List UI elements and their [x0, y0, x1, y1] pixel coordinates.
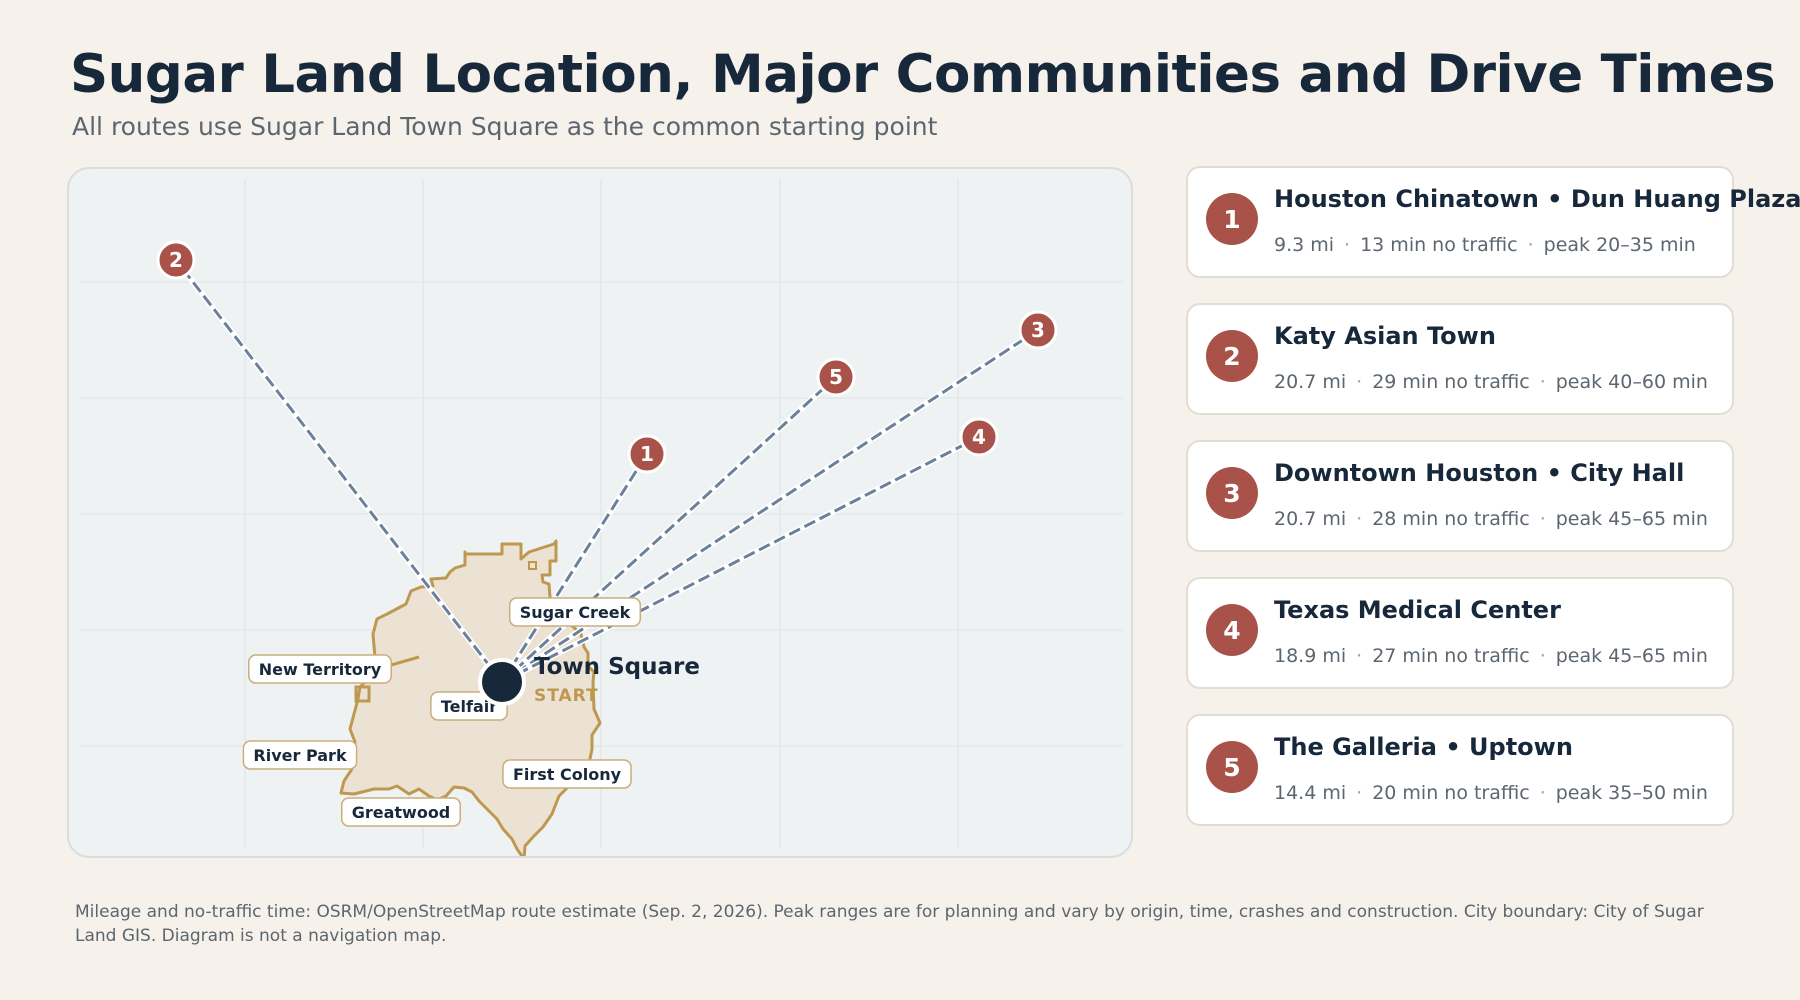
stat-separator: · [1539, 782, 1546, 804]
svg-text:4: 4 [972, 425, 986, 449]
neighborhood-label-box [340, 797, 462, 827]
neighborhood-label-box [508, 597, 642, 627]
neighborhood-greatwood: Greatwood [340, 797, 462, 827]
destination-stats: 18.9 mi · 27 min no traffic · peak 45–65 min [1274, 645, 1708, 667]
distance: 14.4 mi [1274, 782, 1347, 804]
stat-separator: · [1527, 234, 1534, 256]
no-traffic-time: 29 min no traffic [1372, 371, 1530, 393]
route-line-5 [500, 375, 838, 684]
page-title: Sugar Land Location, Major Communities a… [70, 44, 1776, 105]
peak-time: peak 45–65 min [1555, 645, 1708, 667]
destination-card-1[interactable]: 1 Houston Chinatown • Dun Huang Plaza 9.… [1186, 166, 1800, 278]
map-grid [81, 179, 1123, 849]
stat-separator: · [1356, 782, 1363, 804]
destination-card-5[interactable]: 5 The Galleria • Uptown 14.4 mi · 20 min n… [1186, 714, 1734, 826]
stat-separator: · [1539, 645, 1546, 667]
distance: 9.3 mi [1274, 234, 1335, 256]
destination-number-badge: 5 [1206, 741, 1258, 793]
neighborhood-first-colony: First Colony [502, 759, 632, 789]
svg-text:Greatwood: Greatwood [352, 803, 451, 822]
svg-text:1: 1 [640, 442, 654, 466]
destination-marker-5[interactable]: 5 [816, 357, 856, 397]
map-canvas[interactable]: Sugar Creek New Territory Telfair River … [69, 169, 1133, 858]
neighborhood-label-box [242, 740, 358, 770]
destination-name: Houston Chinatown • Dun Huang Plaza [1274, 185, 1800, 213]
stat-separator: · [1539, 371, 1546, 393]
destination-card-2[interactable]: 2 Katy Asian Town 20.7 mi · 29 min no traf… [1186, 303, 1734, 415]
destination-stats: 14.4 mi · 20 min no traffic · peak 35–50 min [1274, 782, 1708, 804]
destination-number-badge: 4 [1206, 604, 1258, 656]
page-subtitle: All routes use Sugar Land Town Square as… [72, 112, 938, 141]
svg-text:Telfair: Telfair [441, 697, 497, 716]
no-traffic-time: 27 min no traffic [1372, 645, 1530, 667]
map-panel[interactable]: Sugar Creek New Territory Telfair River … [67, 167, 1133, 858]
stat-separator: · [1344, 234, 1351, 256]
svg-text:2: 2 [169, 248, 183, 272]
peak-time: peak 35–50 min [1555, 782, 1708, 804]
neighborhood-sugar-creek: Sugar Creek [508, 597, 642, 627]
destination-name: The Galleria • Uptown [1274, 733, 1573, 761]
distance: 20.7 mi [1274, 371, 1347, 393]
route-line-1 [500, 453, 649, 683]
no-traffic-time: 13 min no traffic [1360, 234, 1518, 256]
destination-marker-1[interactable]: 1 [627, 434, 667, 474]
stat-separator: · [1356, 645, 1363, 667]
start-marker[interactable] [478, 658, 526, 706]
stat-separator: · [1539, 508, 1546, 530]
destination-name: Downtown Houston • City Hall [1274, 459, 1685, 487]
boundary-enclave [528, 561, 537, 570]
start-sublabel: START [534, 686, 599, 706]
destination-number-badge: 2 [1206, 330, 1258, 382]
neighborhood-new-territory: New Territory [248, 654, 392, 684]
peak-time: peak 40–60 min [1555, 371, 1708, 393]
stat-separator: · [1356, 371, 1363, 393]
svg-text:5: 5 [829, 365, 843, 389]
destination-number-badge: 3 [1206, 467, 1258, 519]
stat-separator: · [1356, 508, 1363, 530]
no-traffic-time: 28 min no traffic [1372, 508, 1530, 530]
destination-name: Texas Medical Center [1274, 596, 1561, 624]
distance: 18.9 mi [1274, 645, 1347, 667]
svg-text:Sugar Creek: Sugar Creek [520, 603, 631, 622]
destination-card-4[interactable]: 4 Texas Medical Center 18.9 mi · 27 min no… [1186, 577, 1734, 689]
destination-stats: 20.7 mi · 28 min no traffic · peak 45–65 min [1274, 508, 1708, 530]
neighborhood-labels: Sugar Creek New Territory Telfair River … [242, 597, 642, 827]
route-line-4 [501, 435, 980, 684]
neighborhood-river-park: River Park [242, 740, 358, 770]
destination-stats: 20.7 mi · 29 min no traffic · peak 40–60 min [1274, 371, 1708, 393]
destination-number-badge: 1 [1206, 193, 1258, 245]
neighborhood-label-box [502, 759, 632, 789]
destination-card-3[interactable]: 3 Downtown Houston • City Hall 20.7 mi · 2… [1186, 440, 1734, 552]
start-label: Town Square [534, 654, 700, 680]
destination-stats: 9.3 mi · 13 min no traffic · peak 20–35 min [1274, 234, 1696, 256]
destination-marker-3[interactable]: 3 [1018, 310, 1058, 350]
svg-text:First Colony: First Colony [513, 765, 622, 784]
boundary-enclave [354, 685, 371, 703]
route-line-2 [174, 259, 504, 683]
distance: 20.7 mi [1274, 508, 1347, 530]
destination-name: Katy Asian Town [1274, 322, 1496, 350]
footnote: Mileage and no-traffic time: OSRM/OpenSt… [75, 902, 1704, 946]
peak-time: peak 45–65 min [1555, 508, 1708, 530]
no-traffic-time: 20 min no traffic [1372, 782, 1530, 804]
neighborhood-label-box [248, 654, 392, 684]
peak-time: peak 20–35 min [1543, 234, 1696, 256]
svg-text:New Territory: New Territory [259, 660, 382, 679]
svg-text:3: 3 [1031, 318, 1045, 342]
destination-marker-2[interactable]: 2 [156, 240, 196, 280]
svg-text:River Park: River Park [253, 746, 347, 765]
destination-marker-4[interactable]: 4 [959, 417, 999, 457]
